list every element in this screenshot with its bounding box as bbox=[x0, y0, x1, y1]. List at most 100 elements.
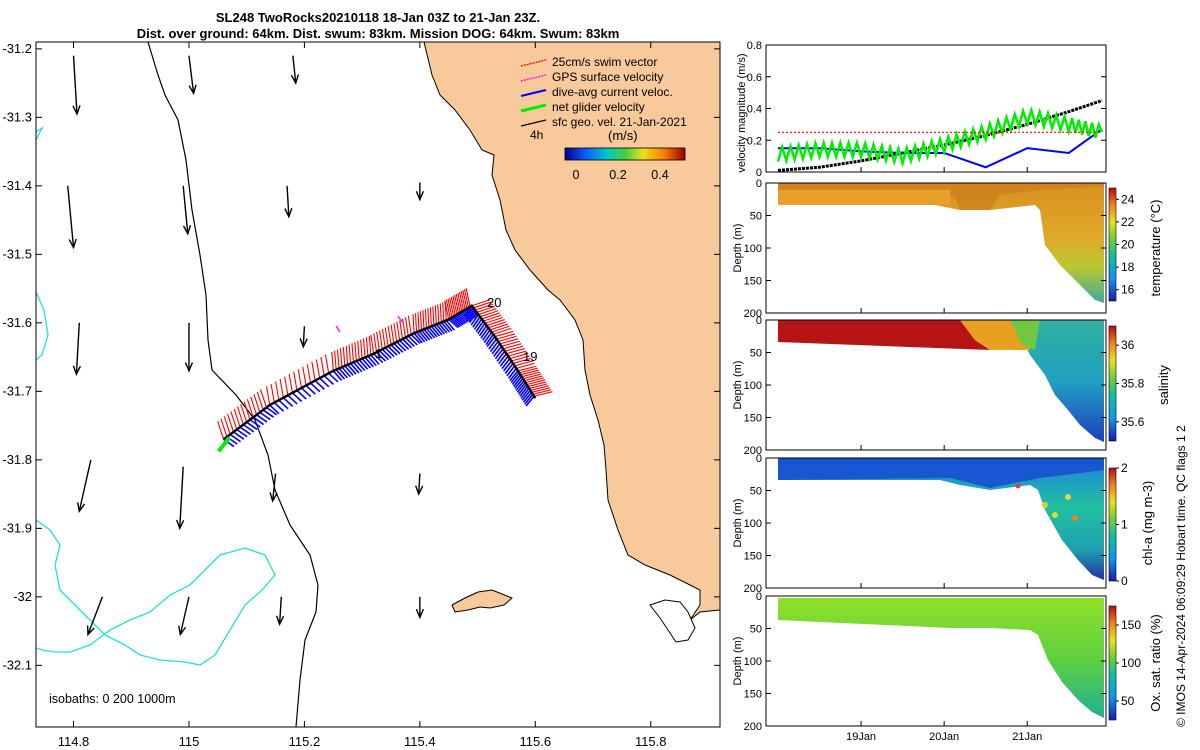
colorbar-tick-label: 18 bbox=[1121, 260, 1135, 274]
glider-track bbox=[217, 288, 553, 453]
depth-tick-label: 0 bbox=[756, 453, 762, 465]
current-vector bbox=[445, 319, 455, 331]
figure-title-line2: Dist. over ground: 64km. Dist. swum: 83k… bbox=[137, 26, 620, 41]
swim-vector bbox=[501, 340, 520, 347]
colorbar-tick-label: 100 bbox=[1121, 656, 1141, 670]
legend-time: 4h bbox=[530, 128, 543, 142]
current-vector bbox=[378, 350, 390, 361]
current-vector bbox=[384, 347, 395, 358]
swim-vector bbox=[331, 351, 334, 371]
current-vector bbox=[468, 311, 478, 324]
oxygen-panel: Ox. sat. ratio (%) bbox=[765, 595, 1163, 727]
velocity-panel: 0 0.2 0.4 0.6 0.8 velocity magnitude (m/s) bbox=[736, 40, 1107, 179]
current-vector bbox=[390, 344, 401, 355]
current-vector bbox=[269, 404, 280, 415]
current-vector bbox=[246, 421, 258, 431]
current-vector bbox=[467, 309, 476, 321]
current-vector bbox=[456, 313, 468, 324]
current-vector bbox=[239, 426, 251, 435]
swim-vector bbox=[445, 299, 451, 319]
current-vector bbox=[428, 326, 438, 338]
current-vector bbox=[488, 338, 498, 350]
current-vector bbox=[407, 335, 418, 346]
swim-vector bbox=[471, 299, 490, 307]
current-vector bbox=[404, 336, 415, 347]
swim-vector bbox=[486, 319, 505, 327]
current-vector bbox=[367, 355, 377, 367]
current-vector bbox=[323, 375, 334, 385]
geo-velocity-arrow bbox=[176, 466, 185, 531]
current-vector bbox=[510, 372, 520, 384]
shelf-isobath-200 bbox=[147, 42, 319, 727]
geo-velocity-arrow bbox=[284, 185, 293, 219]
chla-panel: chl-a (mg m-3) bbox=[765, 457, 1155, 589]
island-rottnest bbox=[451, 589, 513, 613]
current-vector bbox=[338, 367, 349, 379]
swim-vector bbox=[512, 357, 532, 364]
legend-gps: GPS surface velocity bbox=[552, 70, 663, 84]
current-vector bbox=[521, 389, 531, 401]
map-ytick-label: -31.7 bbox=[2, 383, 32, 398]
swim-vector bbox=[502, 343, 522, 350]
geo-velocity-arrow bbox=[67, 185, 77, 250]
legend-net: net glider velocity bbox=[552, 100, 645, 114]
swim-vector bbox=[240, 403, 248, 423]
gps-velocity-mark bbox=[397, 315, 403, 323]
velocity-ytick-label: 0 bbox=[756, 167, 762, 179]
swim-vector bbox=[402, 318, 406, 338]
temperature-shelf bbox=[778, 190, 950, 205]
current-vector bbox=[433, 324, 443, 336]
swim-vector bbox=[368, 335, 372, 355]
chla-patch-1 bbox=[1042, 502, 1048, 508]
current-vector bbox=[349, 362, 360, 374]
current-vector bbox=[470, 314, 480, 326]
current-vector bbox=[499, 355, 509, 367]
oxygen-colorbar bbox=[1108, 605, 1117, 721]
colorbar-tick-label: 16 bbox=[1121, 283, 1135, 297]
swim-vector bbox=[260, 389, 267, 408]
swim-vector bbox=[387, 326, 392, 345]
current-vector bbox=[443, 320, 453, 332]
map-panel: 114.8 115 115.2 115.4 115.6 115.8 -31.2 -31.3 -3… bbox=[2, 41, 721, 749]
current-vector bbox=[319, 377, 330, 388]
swim-vector bbox=[253, 394, 261, 413]
swim-vector bbox=[450, 296, 456, 316]
current-vector bbox=[454, 314, 466, 325]
current-vector bbox=[273, 402, 285, 412]
current-vector bbox=[282, 397, 294, 407]
current-vector bbox=[358, 359, 369, 370]
swim-vector bbox=[404, 317, 409, 337]
current-vector bbox=[381, 348, 392, 359]
current-vector bbox=[493, 345, 503, 357]
day-label-19: 19 bbox=[523, 349, 537, 364]
colorbar-title: (m/s) bbox=[608, 128, 638, 143]
map-ytick-label: -31.5 bbox=[2, 246, 32, 261]
current-vector bbox=[501, 358, 511, 370]
current-vector bbox=[347, 364, 357, 375]
swim-vector bbox=[488, 321, 507, 329]
depth-tick-label: 50 bbox=[750, 348, 762, 360]
swim-vector bbox=[479, 310, 499, 318]
depth-tick-label: 0 bbox=[756, 178, 762, 190]
current-vector bbox=[478, 325, 488, 337]
swim-vector bbox=[345, 345, 349, 365]
current-vector bbox=[440, 321, 451, 333]
swim-vector bbox=[504, 345, 524, 352]
chla-colorbar-label: chl-a (mg m-3) bbox=[1140, 481, 1155, 566]
depth-tick-label: 200 bbox=[744, 445, 762, 457]
swim-vector bbox=[462, 290, 468, 309]
swim-vector bbox=[489, 323, 509, 331]
swim-vector bbox=[474, 303, 494, 311]
current-vector bbox=[482, 329, 491, 341]
swim-vector bbox=[528, 383, 548, 389]
swim-vector bbox=[288, 374, 293, 393]
swim-vector bbox=[454, 294, 460, 314]
swim-vector bbox=[373, 333, 378, 353]
chla-patch-5 bbox=[1015, 483, 1021, 489]
swim-vector bbox=[434, 305, 437, 325]
depth-tick-label: 100 bbox=[744, 656, 762, 668]
current-vector bbox=[430, 325, 441, 337]
geo-velocity-arrow bbox=[72, 55, 81, 116]
map-colorbar bbox=[564, 147, 686, 161]
colorbar-tick-label: 1 bbox=[1121, 518, 1128, 532]
